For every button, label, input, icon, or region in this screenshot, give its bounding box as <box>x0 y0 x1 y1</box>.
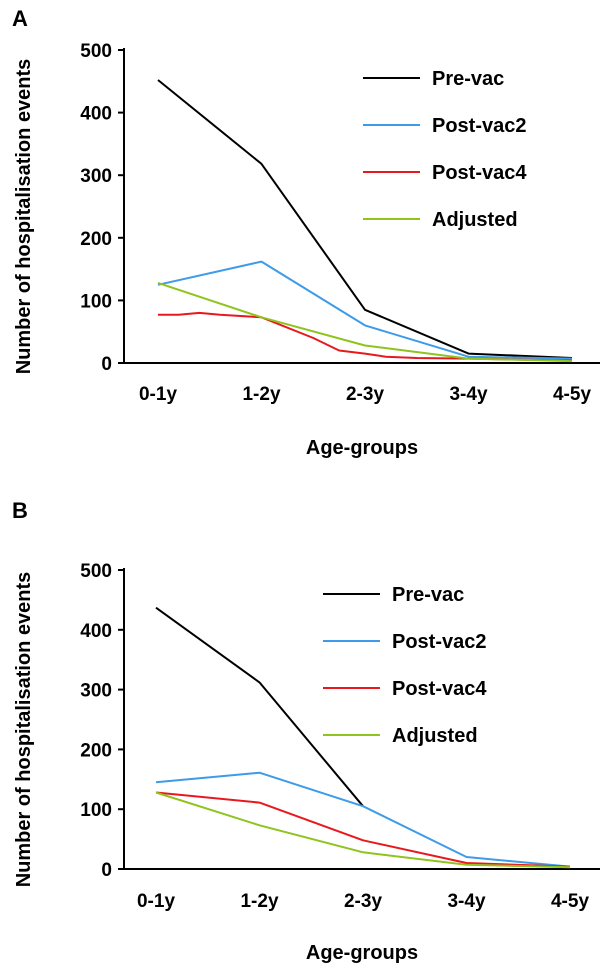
legend-label-post-vac4: Post-vac4 <box>432 162 527 184</box>
legend: Pre-vac Post-vac2 Post-vac4 Adjusted <box>323 584 487 747</box>
legend-label-post-vac2: Post-vac2 <box>392 631 487 653</box>
x-tick-label: 2-3y <box>346 384 384 405</box>
y-tick-label: 0 <box>101 860 112 881</box>
x-tick-label: 4-5y <box>553 384 591 405</box>
y-tick-label: 300 <box>80 681 112 702</box>
legend-label-adjusted: Adjusted <box>432 209 518 231</box>
y-tick-label: 400 <box>80 104 112 125</box>
legend: Pre-vac Post-vac2 Post-vac4 Adjusted <box>363 68 527 231</box>
legend-label-post-vac4: Post-vac4 <box>392 678 487 700</box>
series-line-adjusted <box>157 281 573 363</box>
chart-panel-b: B 0 100 200 300 400 500 0-1y 1-2y 2-3y 3-4y 4-5y Age… <box>0 484 614 969</box>
x-tick-label: 0-1y <box>137 891 175 912</box>
panel-label-b: B <box>12 498 28 523</box>
y-axis-title: Number of hospitalisation events <box>13 59 35 375</box>
series-line-post-vac4 <box>155 791 571 868</box>
y-tick-label: 300 <box>80 166 112 187</box>
y-tick-label: 400 <box>80 621 112 642</box>
panel-label-a: A <box>12 6 28 31</box>
series-line-post-vac4 <box>158 311 573 362</box>
x-tick-label: 4-5y <box>551 891 589 912</box>
x-tick-label: 3-4y <box>449 384 487 405</box>
x-tick-label: 0-1y <box>139 384 177 405</box>
line-chart-a: A 0 100 200 300 400 500 0-1y 1-2y 2-3y 3-4y 4-5y Age… <box>12 6 600 459</box>
series-line-post-vac2 <box>155 771 571 868</box>
y-tick-label: 100 <box>80 800 112 821</box>
legend-label-adjusted: Adjusted <box>392 725 478 747</box>
x-tick-label: 1-2y <box>240 891 278 912</box>
y-tick-label: 500 <box>80 41 112 62</box>
y-axis-title: Number of hospitalisation events <box>13 572 35 888</box>
legend-label-pre-vac: Pre-vac <box>392 584 464 606</box>
legend-label-pre-vac: Pre-vac <box>432 68 504 90</box>
series-line-adjusted <box>155 791 571 869</box>
y-tick-label: 200 <box>80 740 112 761</box>
series-line-pre-vac <box>157 79 573 359</box>
x-tick-label: 3-4y <box>447 891 485 912</box>
y-tick-label: 100 <box>80 291 112 312</box>
line-chart-b: B 0 100 200 300 400 500 0-1y 1-2y 2-3y 3-4y 4-5y Age… <box>12 498 600 964</box>
legend-label-post-vac2: Post-vac2 <box>432 115 527 137</box>
series-line-post-vac2 <box>157 260 573 360</box>
series-line-pre-vac <box>155 606 364 807</box>
chart-panel-a: A 0 100 200 300 400 500 0-1y 1-2y 2-3y 3-4y 4-5y Age… <box>0 0 614 484</box>
y-tick-label: 0 <box>101 354 112 375</box>
x-tick-label: 1-2y <box>242 384 280 405</box>
y-tick-label: 500 <box>80 561 112 582</box>
x-axis-title: Age-groups <box>306 942 418 964</box>
x-axis-title: Age-groups <box>306 437 418 459</box>
y-tick-label: 200 <box>80 229 112 250</box>
x-tick-label: 2-3y <box>344 891 382 912</box>
